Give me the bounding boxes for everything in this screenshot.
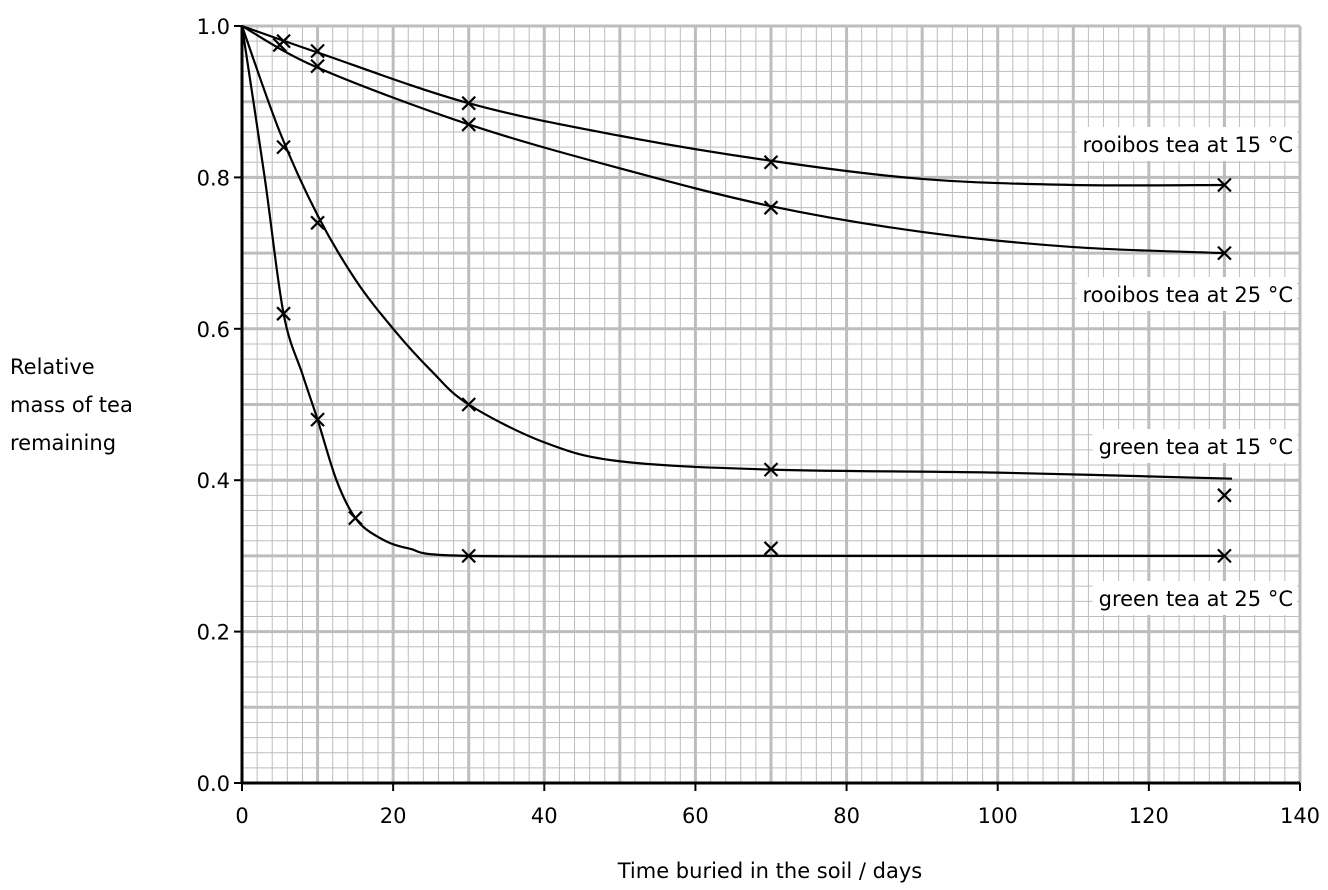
y-tick-label: 1.0 bbox=[197, 15, 230, 39]
series-label: green tea at 25 °C bbox=[1099, 587, 1293, 611]
marker-stroke bbox=[348, 510, 363, 526]
series-label-background bbox=[1092, 429, 1297, 463]
data-point-marker bbox=[461, 95, 476, 111]
y-axis-title-line: mass of tea bbox=[10, 393, 133, 417]
series-label-background bbox=[1076, 277, 1297, 311]
x-tick-label: 120 bbox=[1129, 804, 1169, 828]
y-axis-title: Relative mass of tea remaining bbox=[10, 355, 133, 455]
data-point-marker bbox=[1217, 548, 1232, 564]
series-curve bbox=[241, 24, 1225, 187]
series-labels: rooibos tea at 15 °C rooibos tea at 25 °C… bbox=[1076, 127, 1297, 615]
marker-stroke bbox=[763, 200, 779, 215]
marker-stroke bbox=[461, 397, 476, 412]
data-point-marker bbox=[310, 43, 325, 59]
series-curves bbox=[240, 24, 1233, 558]
marker-stroke bbox=[763, 462, 779, 477]
marker-stroke bbox=[272, 37, 288, 53]
axes bbox=[234, 25, 1301, 791]
marker-stroke bbox=[461, 117, 476, 132]
marker-stroke bbox=[763, 154, 779, 170]
series-label: rooibos tea at 25 °C bbox=[1082, 283, 1293, 307]
y-tick-label: 0.6 bbox=[197, 318, 230, 342]
x-tick-label: 20 bbox=[380, 804, 407, 828]
marker-stroke bbox=[276, 306, 291, 321]
y-tick-label: 0.4 bbox=[197, 469, 230, 493]
data-point-marker bbox=[348, 510, 363, 526]
marker-stroke bbox=[1217, 488, 1232, 503]
marker-stroke bbox=[1217, 177, 1232, 193]
data-point-marker bbox=[276, 139, 291, 155]
data-point-marker bbox=[461, 548, 476, 564]
series-label: green tea at 15 °C bbox=[1099, 435, 1293, 459]
marker-stroke bbox=[310, 412, 325, 427]
data-point-marker bbox=[763, 200, 779, 215]
data-point-marker bbox=[272, 37, 288, 53]
y-axis-title-line: remaining bbox=[10, 431, 116, 455]
marker-stroke bbox=[1217, 245, 1232, 261]
x-tick-label: 80 bbox=[833, 804, 860, 828]
series-label-background bbox=[1076, 127, 1297, 161]
marker-stroke bbox=[461, 548, 476, 564]
data-point-marker bbox=[310, 412, 325, 427]
marker-stroke bbox=[310, 43, 325, 59]
data-point-marker bbox=[276, 306, 291, 321]
y-tick-label: 0.0 bbox=[197, 772, 230, 796]
marker-stroke bbox=[310, 58, 325, 74]
y-tick-label: 0.2 bbox=[197, 621, 230, 645]
series-label: rooibos tea at 15 °C bbox=[1082, 133, 1293, 157]
data-point-marker bbox=[763, 541, 779, 556]
data-point-marker bbox=[763, 462, 779, 477]
series-label-background bbox=[1092, 581, 1297, 615]
marker-stroke bbox=[1217, 548, 1232, 564]
x-tick-label: 100 bbox=[978, 804, 1018, 828]
tick-labels: 0 20 40 60 80 100 120 140 0.0 0.2 0.4 0.6 0.8 1.0 bbox=[197, 15, 1320, 828]
marker-stroke bbox=[763, 541, 779, 556]
data-point-marker bbox=[310, 58, 325, 74]
x-tick-label: 40 bbox=[531, 804, 558, 828]
marker-stroke bbox=[276, 139, 291, 155]
data-point-marker bbox=[1217, 245, 1232, 261]
data-point-marker bbox=[461, 397, 476, 412]
data-point-marker bbox=[1217, 488, 1232, 503]
y-tick-label: 0.8 bbox=[197, 166, 230, 190]
x-axis-title: Time buried in the soil / days bbox=[617, 859, 923, 883]
data-point-marker bbox=[1217, 177, 1232, 193]
x-tick-label: 60 bbox=[682, 804, 709, 828]
series-curve bbox=[241, 25, 1225, 255]
y-axis-title-line: Relative bbox=[10, 355, 95, 379]
x-tick-label: 140 bbox=[1280, 804, 1320, 828]
series-curve bbox=[240, 25, 1233, 480]
data-markers bbox=[272, 33, 1232, 564]
data-point-marker bbox=[461, 117, 476, 132]
marker-stroke bbox=[461, 95, 476, 111]
data-point-marker bbox=[763, 154, 779, 170]
marker-stroke bbox=[310, 215, 325, 231]
x-tick-label: 0 bbox=[235, 804, 248, 828]
data-point-marker bbox=[310, 215, 325, 231]
